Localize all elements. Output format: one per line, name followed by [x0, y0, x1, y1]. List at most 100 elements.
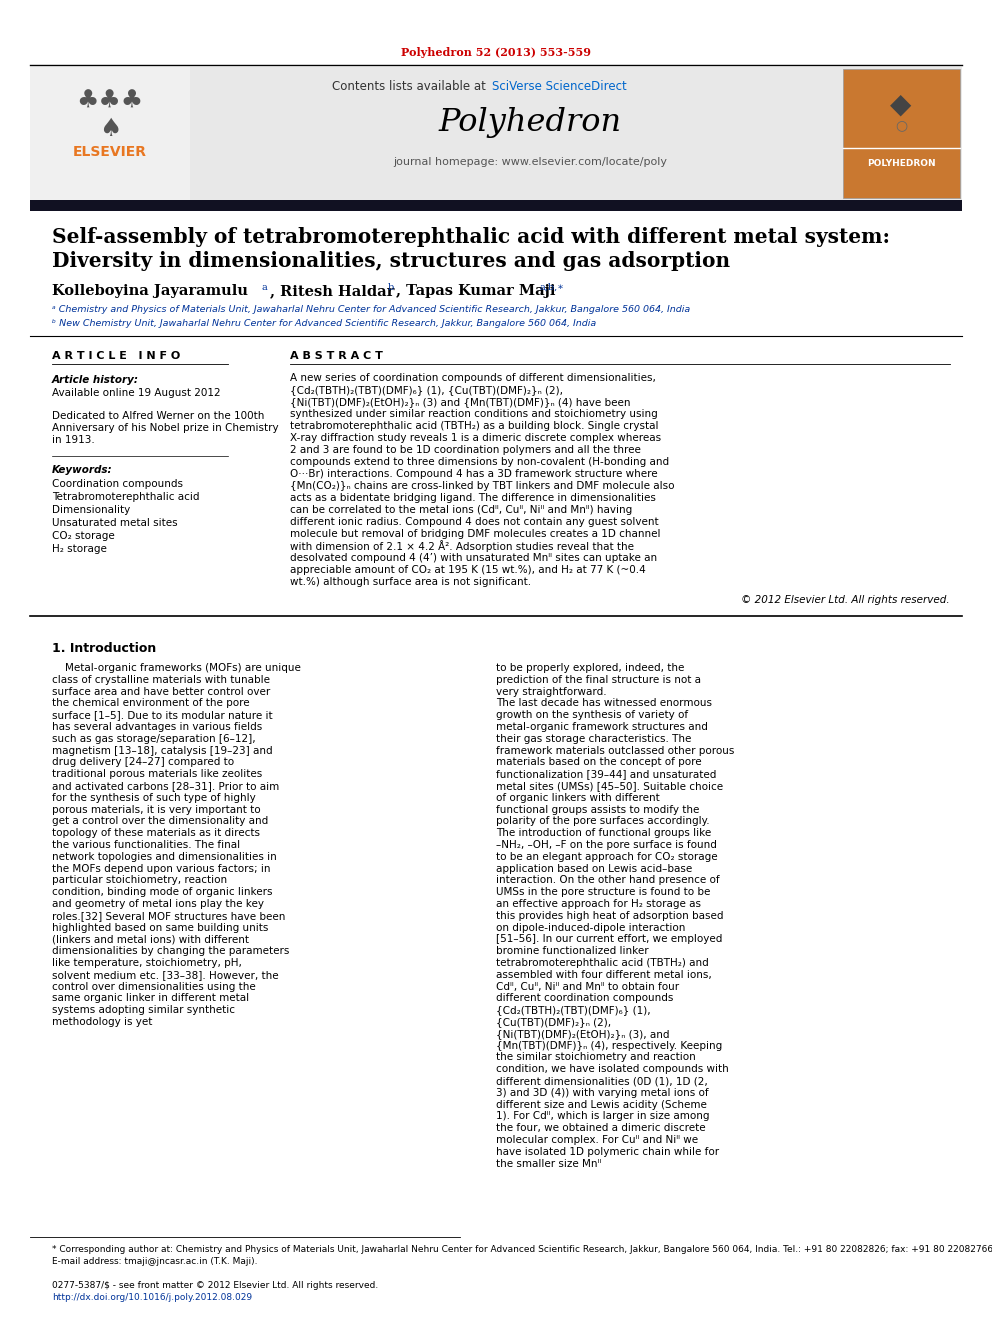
- Bar: [843, 69, 960, 198]
- Text: X-ray diffraction study reveals 1 is a dimeric discrete complex whereas: X-ray diffraction study reveals 1 is a d…: [290, 433, 661, 443]
- Text: {Cd₂(TBTH)₂(TBT)(DMF)₆} (1),: {Cd₂(TBTH)₂(TBT)(DMF)₆} (1),: [496, 1005, 651, 1015]
- Text: synthesized under similar reaction conditions and stoichiometry using: synthesized under similar reaction condi…: [290, 409, 658, 419]
- Text: like temperature, stoichiometry, pH,: like temperature, stoichiometry, pH,: [52, 958, 242, 968]
- Text: roles.[32] Several MOF structures have been: roles.[32] Several MOF structures have b…: [52, 910, 286, 921]
- Text: get a control over the dimensionality and: get a control over the dimensionality an…: [52, 816, 268, 827]
- Text: bromine functionalized linker: bromine functionalized linker: [496, 946, 652, 957]
- Text: {Ni(TBT)(DMF)₂(EtOH)₂}ₙ (3) and {Mn(TBT)(DMF)}ₙ (4) have been: {Ni(TBT)(DMF)₂(EtOH)₂}ₙ (3) and {Mn(TBT)…: [290, 397, 631, 407]
- Text: different coordination compounds: different coordination compounds: [496, 994, 674, 1003]
- Text: wt.%) although surface area is not significant.: wt.%) although surface area is not signi…: [290, 577, 531, 587]
- Text: H₂ storage: H₂ storage: [52, 544, 107, 554]
- Text: {Mn(TBT)(DMF)}ₙ (4), respectively. Keeping: {Mn(TBT)(DMF)}ₙ (4), respectively. Keepi…: [496, 1041, 722, 1050]
- Text: a: a: [262, 283, 268, 291]
- Text: tetrabromoterephthalic acid (TBTH₂) and: tetrabromoterephthalic acid (TBTH₂) and: [496, 958, 708, 968]
- Text: very straightforward.: very straightforward.: [496, 687, 607, 697]
- Text: ♣♣♣
♠: ♣♣♣ ♠: [76, 89, 144, 142]
- Text: 3) and 3D (4)) with varying metal ions of: 3) and 3D (4)) with varying metal ions o…: [496, 1088, 708, 1098]
- Text: condition, binding mode of organic linkers: condition, binding mode of organic linke…: [52, 888, 273, 897]
- Text: highlighted based on same building units: highlighted based on same building units: [52, 922, 269, 933]
- Text: traditional porous materials like zeolites: traditional porous materials like zeolit…: [52, 769, 262, 779]
- Text: methodology is yet: methodology is yet: [52, 1017, 153, 1027]
- Text: for the synthesis of such type of highly: for the synthesis of such type of highly: [52, 792, 256, 803]
- Text: can be correlated to the metal ions (Cdᴵᴵ, Cuᴵᴵ, Niᴵᴵ and Mnᴵᴵ) having: can be correlated to the metal ions (Cdᴵ…: [290, 505, 632, 515]
- Text: 2 and 3 are found to be 1D coordination polymers and all the three: 2 and 3 are found to be 1D coordination …: [290, 445, 641, 455]
- Bar: [30, 67, 962, 200]
- Text: b: b: [388, 283, 394, 291]
- Text: Metal-organic frameworks (MOFs) are unique: Metal-organic frameworks (MOFs) are uniq…: [52, 663, 301, 673]
- Text: journal homepage: www.elsevier.com/locate/poly: journal homepage: www.elsevier.com/locat…: [393, 157, 667, 167]
- Text: framework materials outclassed other porous: framework materials outclassed other por…: [496, 746, 734, 755]
- Text: Self-assembly of tetrabromoterephthalic acid with different metal system:: Self-assembly of tetrabromoterephthalic …: [52, 228, 890, 247]
- Text: network topologies and dimensionalities in: network topologies and dimensionalities …: [52, 852, 277, 861]
- Text: http://dx.doi.org/10.1016/j.poly.2012.08.029: http://dx.doi.org/10.1016/j.poly.2012.08…: [52, 1294, 252, 1303]
- Text: prediction of the final structure is not a: prediction of the final structure is not…: [496, 675, 701, 685]
- Text: solvent medium etc. [33–38]. However, the: solvent medium etc. [33–38]. However, th…: [52, 970, 279, 980]
- Text: 1. Introduction: 1. Introduction: [52, 642, 157, 655]
- Text: particular stoichiometry, reaction: particular stoichiometry, reaction: [52, 876, 227, 885]
- Text: A R T I C L E   I N F O: A R T I C L E I N F O: [52, 351, 181, 361]
- Text: growth on the synthesis of variety of: growth on the synthesis of variety of: [496, 710, 688, 720]
- Text: ○: ○: [895, 118, 907, 132]
- Text: The introduction of functional groups like: The introduction of functional groups li…: [496, 828, 711, 839]
- Text: 1). For Cdᴵᴵ, which is larger in size among: 1). For Cdᴵᴵ, which is larger in size am…: [496, 1111, 709, 1122]
- Text: POLYHEDRON: POLYHEDRON: [867, 159, 935, 168]
- Text: have isolated 1D polymeric chain while for: have isolated 1D polymeric chain while f…: [496, 1147, 719, 1156]
- Text: assembled with four different metal ions,: assembled with four different metal ions…: [496, 970, 711, 980]
- Text: to be an elegant approach for CO₂ storage: to be an elegant approach for CO₂ storag…: [496, 852, 717, 861]
- Text: CO₂ storage: CO₂ storage: [52, 531, 115, 541]
- Text: control over dimensionalities using the: control over dimensionalities using the: [52, 982, 256, 992]
- Text: of organic linkers with different: of organic linkers with different: [496, 792, 660, 803]
- Text: Keywords:: Keywords:: [52, 464, 113, 475]
- Text: dimensionalities by changing the parameters: dimensionalities by changing the paramet…: [52, 946, 290, 957]
- Text: topology of these materials as it directs: topology of these materials as it direct…: [52, 828, 260, 839]
- Text: application based on Lewis acid–base: application based on Lewis acid–base: [496, 864, 692, 873]
- Text: the various functionalities. The final: the various functionalities. The final: [52, 840, 240, 849]
- Text: (linkers and metal ions) with different: (linkers and metal ions) with different: [52, 934, 249, 945]
- Text: porous materials, it is very important to: porous materials, it is very important t…: [52, 804, 261, 815]
- Text: materials based on the concept of pore: materials based on the concept of pore: [496, 757, 701, 767]
- Text: the similar stoichiometry and reaction: the similar stoichiometry and reaction: [496, 1052, 695, 1062]
- Text: with dimension of 2.1 × 4.2 Å². Adsorption studies reveal that the: with dimension of 2.1 × 4.2 Å². Adsorpti…: [290, 540, 634, 552]
- Text: E-mail address: tmaji@jncasr.ac.in (T.K. Maji).: E-mail address: tmaji@jncasr.ac.in (T.K.…: [52, 1257, 258, 1266]
- Text: –NH₂, –OH, –F on the pore surface is found: –NH₂, –OH, –F on the pore surface is fou…: [496, 840, 717, 849]
- Text: ◆: ◆: [890, 91, 912, 119]
- Text: same organic linker in different metal: same organic linker in different metal: [52, 994, 249, 1003]
- Text: such as gas storage/separation [6–12],: such as gas storage/separation [6–12],: [52, 734, 256, 744]
- Text: and geometry of metal ions play the key: and geometry of metal ions play the key: [52, 900, 264, 909]
- Text: functional groups assists to modify the: functional groups assists to modify the: [496, 804, 699, 815]
- Text: systems adopting similar synthetic: systems adopting similar synthetic: [52, 1005, 235, 1015]
- Text: surface area and have better control over: surface area and have better control ove…: [52, 687, 270, 697]
- Text: Contents lists available at: Contents lists available at: [332, 81, 490, 94]
- Text: to be properly explored, indeed, the: to be properly explored, indeed, the: [496, 663, 684, 673]
- Text: Polyhedron: Polyhedron: [438, 106, 622, 138]
- Text: ᵇ New Chemistry Unit, Jawaharlal Nehru Center for Advanced Scientific Research, : ᵇ New Chemistry Unit, Jawaharlal Nehru C…: [52, 319, 596, 328]
- Text: different ionic radius. Compound 4 does not contain any guest solvent: different ionic radius. Compound 4 does …: [290, 517, 659, 527]
- Text: A new series of coordination compounds of different dimensionalities,: A new series of coordination compounds o…: [290, 373, 656, 382]
- Bar: [30, 67, 190, 200]
- Text: * Corresponding author at: Chemistry and Physics of Materials Unit, Jawaharlal N: * Corresponding author at: Chemistry and…: [52, 1245, 992, 1254]
- Text: the smaller size Mnᴵᴵ: the smaller size Mnᴵᴵ: [496, 1159, 601, 1168]
- Text: metal sites (UMSs) [45–50]. Suitable choice: metal sites (UMSs) [45–50]. Suitable cho…: [496, 781, 723, 791]
- Text: drug delivery [24–27] compared to: drug delivery [24–27] compared to: [52, 757, 234, 767]
- Text: Kolleboyina Jayaramulu: Kolleboyina Jayaramulu: [52, 284, 253, 298]
- Text: O···Br) interactions. Compound 4 has a 3D framework structure where: O···Br) interactions. Compound 4 has a 3…: [290, 468, 658, 479]
- Text: condition, we have isolated compounds with: condition, we have isolated compounds wi…: [496, 1064, 729, 1074]
- Text: polarity of the pore surfaces accordingly.: polarity of the pore surfaces accordingl…: [496, 816, 709, 827]
- Text: Coordination compounds: Coordination compounds: [52, 479, 183, 490]
- Text: Diversity in dimensionalities, structures and gas adsorption: Diversity in dimensionalities, structure…: [52, 251, 730, 271]
- Text: © 2012 Elsevier Ltd. All rights reserved.: © 2012 Elsevier Ltd. All rights reserved…: [741, 595, 950, 605]
- Bar: [30, 200, 962, 210]
- Text: Cdᴵᴵ, Cuᴵᴵ, Niᴵᴵ and Mnᴵᴵ to obtain four: Cdᴵᴵ, Cuᴵᴵ, Niᴵᴵ and Mnᴵᴵ to obtain four: [496, 982, 680, 992]
- Text: , Tapas Kumar Maji: , Tapas Kumar Maji: [396, 284, 560, 298]
- Text: the four, we obtained a dimeric discrete: the four, we obtained a dimeric discrete: [496, 1123, 705, 1134]
- Text: , Ritesh Haldar: , Ritesh Haldar: [270, 284, 400, 298]
- Text: tetrabromoterephthalic acid (TBTH₂) as a building block. Single crystal: tetrabromoterephthalic acid (TBTH₂) as a…: [290, 421, 659, 431]
- Text: 0277-5387/$ - see front matter © 2012 Elsevier Ltd. All rights reserved.: 0277-5387/$ - see front matter © 2012 El…: [52, 1281, 378, 1290]
- Text: ᵃ Chemistry and Physics of Materials Unit, Jawaharlal Nehru Center for Advanced : ᵃ Chemistry and Physics of Materials Uni…: [52, 306, 690, 315]
- Text: desolvated compound 4 (4’) with unsaturated Mnᴵᴵ sites can uptake an: desolvated compound 4 (4’) with unsatura…: [290, 553, 657, 564]
- Text: in 1913.: in 1913.: [52, 435, 95, 445]
- Text: on dipole-induced-dipole interaction: on dipole-induced-dipole interaction: [496, 922, 685, 933]
- Text: the chemical environment of the pore: the chemical environment of the pore: [52, 699, 250, 708]
- Text: Dimensionality: Dimensionality: [52, 505, 130, 515]
- Text: a,b,∗: a,b,∗: [540, 283, 564, 291]
